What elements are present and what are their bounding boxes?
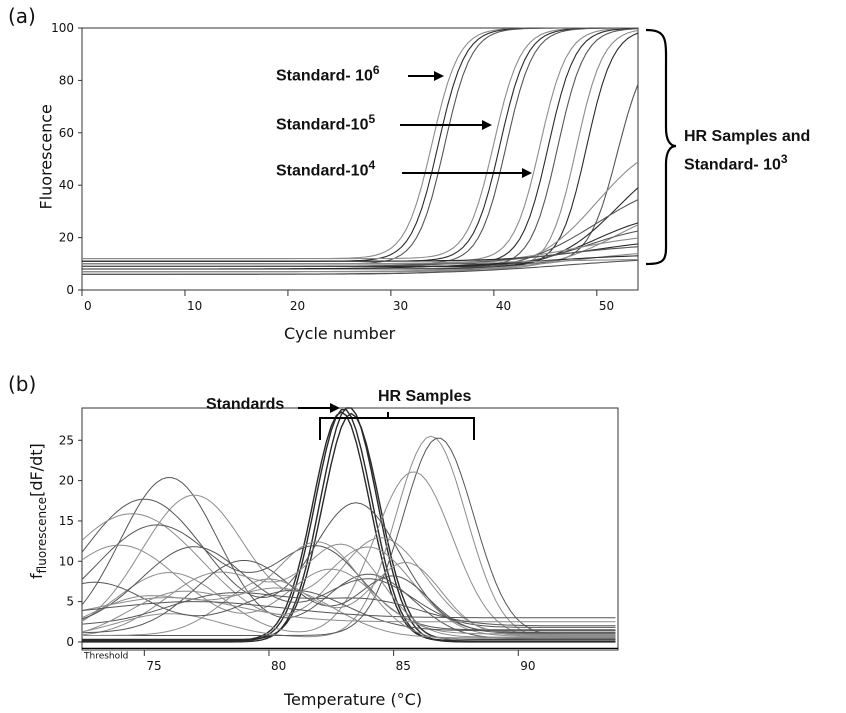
chart-b-threshold-label: Threshold: [83, 651, 128, 661]
chart-a-xtick-label: 30: [393, 299, 408, 313]
arrow-standard-1e6-head: [434, 71, 444, 81]
chart-a-xtick-label: 20: [290, 299, 305, 313]
annot-standard-1e6-text: Standard- 10: [276, 67, 373, 85]
chart-b-hr-sample-line: [82, 561, 616, 636]
chart-a-frame: [81, 27, 639, 291]
chart-b-standards-line: [82, 409, 616, 642]
chart-a-ytick-label: 80: [59, 73, 74, 87]
chart-b-hr-sample-line: [81, 524, 616, 631]
arrow-standards-head: [330, 403, 340, 413]
bracket-hr-samples: [319, 417, 475, 440]
chart-a-xtick-label: 50: [599, 299, 614, 313]
chart-b-xtick-label: 80: [271, 659, 286, 673]
chart-a-ytick-label: 60: [59, 126, 74, 140]
chart-b-ytick-label: 0: [66, 635, 74, 649]
chart-a-xtick-label: 40: [496, 299, 511, 313]
arrow-standard-1e4-head: [522, 168, 532, 178]
chart-b-hr-sample-line: [82, 437, 616, 636]
chart-b-hr-sample-line: [81, 546, 616, 628]
chart-b-xlabel: Temperature (°C): [284, 690, 423, 709]
panel-b-label: (b): [8, 372, 37, 396]
annot-hr-samples: HR Samples: [378, 388, 472, 405]
chart-b-hr-sample-line: [81, 560, 616, 634]
chart-b-hr-sample-line: [81, 601, 616, 619]
brace-hr-samples: [645, 28, 677, 266]
annot-standard-1e4-sup: 4: [368, 158, 376, 172]
chart-b-standards-line: [82, 407, 616, 643]
annot-standard-1e4: Standard-104: [276, 158, 375, 180]
chart-a-series-line: [82, 27, 638, 260]
chart-a-series-line: [82, 246, 639, 267]
chart-b-hr-sample-line: [81, 543, 616, 638]
annot-standard-1e4-text: Standard-10: [276, 162, 369, 180]
annot-hr-samples-line2-sup: 3: [780, 152, 788, 166]
chart-a-xtick-label: 0: [84, 299, 92, 313]
chart-a-series-line: [82, 252, 639, 273]
chart-b-ytick-label: 20: [59, 474, 74, 488]
annot-standard-1e6: Standard- 106: [276, 63, 380, 85]
chart-a-series-line: [82, 259, 639, 275]
chart-a-ytick-label: 20: [59, 231, 74, 245]
chart-b-ytick-label: 15: [59, 514, 74, 528]
chart-a-ytick-label: 40: [59, 178, 74, 192]
chart-b-ytick-label: 5: [66, 595, 74, 609]
annot-hr-samples-line2-text: Standard- 10: [684, 156, 781, 174]
chart-b-hr-sample-line: [81, 494, 616, 637]
chart-a-xlabel: Cycle number: [284, 324, 396, 343]
annot-standards: Standards: [206, 396, 285, 413]
chart-b-xtick-label: 90: [520, 659, 535, 673]
chart-a-series-line: [82, 258, 639, 265]
chart-b-ytick-label: 10: [59, 554, 74, 568]
panel-a-label: (a): [8, 4, 36, 28]
chart-a-ytick-label: 100: [51, 21, 74, 35]
chart-b-hr-sample-line: [81, 581, 616, 632]
chart-b-standards-line: [82, 412, 616, 641]
annot-standard-1e5-sup: 5: [368, 112, 376, 126]
chart-b-hr-sample-line: [81, 477, 616, 640]
chart-a-series-line: [82, 255, 639, 270]
chart-b-hr-sample-line: [81, 498, 616, 633]
annot-hr-samples-line1: HR Samples and: [684, 128, 811, 145]
arrow-standard-1e5-head: [482, 120, 492, 130]
chart-a-series-line: [82, 224, 639, 273]
annot-standard-1e5-text: Standard-10: [276, 116, 369, 134]
chart-a-xtick-label: 10: [187, 299, 202, 313]
chart-b-standards-line: [82, 411, 616, 641]
chart-b-hr-sample-line: [81, 541, 616, 641]
chart-b-hr-sample-line: [81, 544, 616, 635]
chart-b-hr-sample-line: [81, 592, 616, 627]
chart-b-ytick-label: 25: [59, 433, 74, 447]
annot-standard-1e6-sup: 6: [372, 63, 380, 77]
chart-b-hr-sample-line: [81, 597, 616, 623]
annot-standard-1e5: Standard-105: [276, 112, 375, 134]
chart-b-xtick-label: 75: [146, 659, 161, 673]
annot-hr-samples-line2: Standard- 103: [684, 152, 788, 174]
chart-a-ytick-label: 0: [66, 283, 74, 297]
chart-b-hr-sample-line: [81, 587, 616, 639]
chart-b-xtick-label: 85: [396, 659, 411, 673]
